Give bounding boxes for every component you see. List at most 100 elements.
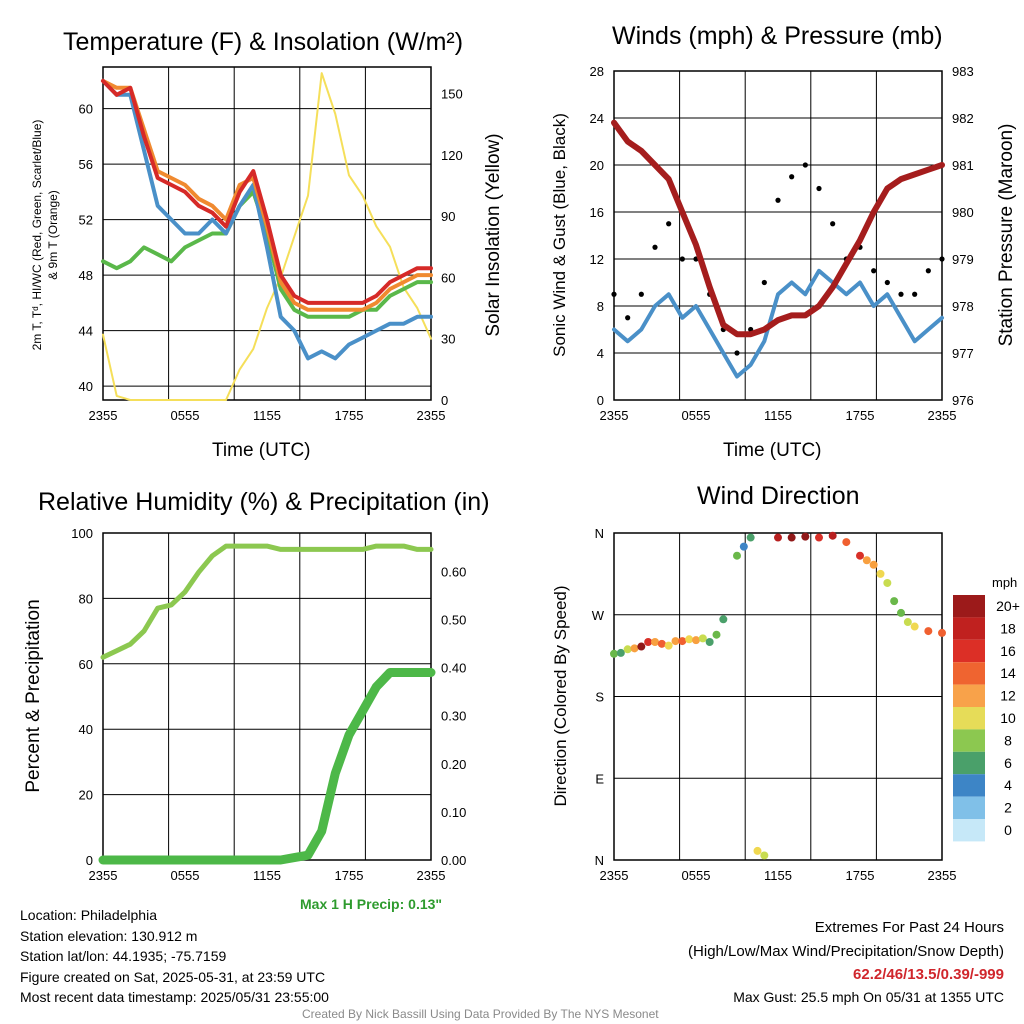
y-tick-label-right: 0.60 — [441, 564, 466, 579]
temperature-xlabel: Time (UTC) — [212, 440, 311, 461]
legend-label: 16 — [1000, 643, 1016, 659]
y-tick-label: W — [592, 608, 605, 623]
legend-label: 12 — [1000, 688, 1016, 704]
gust-point — [912, 291, 918, 297]
extremes-values: 62.2/46/13.5/0.39/-999 — [853, 966, 1004, 983]
legend-swatch — [953, 751, 985, 775]
legend-swatch — [953, 796, 985, 819]
plot-frame — [613, 70, 943, 401]
x-tick-label: 2355 — [600, 868, 629, 883]
direction-point — [787, 533, 796, 542]
x-tick-label: 1755 — [846, 408, 875, 423]
legend-swatch — [953, 707, 985, 730]
direction-point — [862, 556, 871, 565]
legend-swatch — [953, 662, 985, 685]
temperature-ylabel-2: & 9m T (Orange) — [46, 190, 60, 280]
legend-swatch — [953, 595, 985, 618]
y-tick-label: 60 — [79, 102, 93, 117]
y-tick-label-right: 0.20 — [441, 757, 466, 772]
gust-point — [939, 256, 945, 262]
direction-point — [630, 644, 639, 653]
direction-point — [938, 628, 946, 637]
max-gust-text: Max Gust: 25.5 mph On 05/31 at 1355 UTC — [733, 989, 1004, 1005]
y-tick-label-right: 0 — [441, 393, 448, 408]
direction-point — [897, 608, 905, 617]
y-tick-label: 24 — [590, 111, 604, 126]
direction-point — [616, 648, 625, 657]
y-tick-label: N — [595, 526, 604, 541]
y-tick-label: 4 — [597, 346, 604, 361]
recent-data-text: Most recent data timestamp: 2025/05/31 2… — [20, 989, 329, 1005]
y-tick-label: 20 — [79, 788, 93, 803]
direction-point — [774, 533, 782, 542]
plot-frame — [102, 532, 432, 861]
max-precip-label: Max 1 H Precip: 0.13" — [300, 896, 443, 912]
plot-frame — [102, 66, 432, 401]
y-tick-label-right: 120 — [441, 148, 463, 163]
series-line — [101, 78, 433, 361]
x-tick-label: 2355 — [928, 408, 957, 423]
direction-point — [760, 851, 769, 860]
x-tick-label: 2355 — [600, 408, 629, 423]
legend-label: 10 — [1000, 710, 1016, 726]
winds-title: Winds (mph) & Pressure (mb) — [612, 22, 943, 50]
x-tick-label: 1155 — [253, 408, 281, 423]
y-tick-label: 100 — [71, 526, 93, 541]
legend-label: 18 — [1000, 620, 1016, 636]
precip-line — [98, 668, 436, 865]
legend-swatch — [953, 639, 985, 663]
direction-point — [910, 622, 919, 631]
y-tick-label: E — [595, 771, 604, 786]
legend-label: 6 — [1004, 755, 1012, 771]
winds-panel: 2355 0555 1155 1755 235504812162024289769779… — [590, 64, 974, 423]
x-tick-label: 1755 — [335, 408, 364, 423]
x-tick-label: 0555 — [171, 868, 200, 883]
direction-point — [856, 551, 864, 560]
legend-label: 8 — [1004, 732, 1012, 748]
series-line — [101, 78, 433, 305]
y-tick-label: 8 — [597, 299, 604, 314]
direction-point — [623, 645, 632, 654]
direction-point — [753, 846, 762, 855]
extremes-heading: Extremes For Past 24 Hours — [814, 919, 1004, 936]
y-tick-label-right: 0.10 — [441, 805, 466, 820]
y-tick-label: 20 — [590, 158, 604, 173]
gust-point — [884, 279, 890, 286]
y-tick-label: 0 — [86, 853, 93, 868]
gust-point — [734, 350, 740, 356]
winds-ylabel-right: Station Pressure (Maroon) — [996, 123, 1017, 347]
direction-point — [712, 630, 721, 639]
legend-swatch — [953, 774, 985, 797]
direction-point — [815, 533, 823, 542]
direction-point — [719, 615, 728, 624]
credit-text: Created By Nick Bassill Using Data Provi… — [302, 1007, 659, 1021]
direction-point — [678, 637, 687, 646]
y-tick-label: 52 — [79, 213, 93, 228]
direction-point — [664, 641, 673, 650]
direction-point — [651, 638, 659, 646]
y-tick-label: N — [595, 853, 604, 868]
direction-point — [746, 533, 755, 542]
y-tick-label-right: 60 — [441, 270, 455, 285]
legend-title: mph — [992, 575, 1017, 590]
temperature-ylabel-1: 2m T, Tᵈ, HI/WC (Red, Green, Scarlet/Blu… — [30, 119, 44, 351]
series-line — [102, 72, 432, 401]
legend-label: 2 — [1004, 800, 1012, 816]
y-tick-label-right: 0.30 — [441, 709, 466, 724]
elevation-text: Station elevation: 130.912 m — [20, 927, 198, 944]
humidity-ylabel: Percent & Precipitation — [23, 599, 44, 793]
direction-point — [657, 639, 666, 648]
gust-point — [611, 291, 617, 297]
y-tick-label: 12 — [590, 252, 604, 267]
winds-ylabel-left: Sonic Wind & Gust (Blue, Black) — [550, 113, 569, 357]
direction-point — [671, 637, 680, 646]
x-tick-label: 1155 — [253, 868, 281, 883]
y-tick-label-right: 978 — [952, 299, 974, 314]
y-tick-label: 16 — [590, 205, 604, 220]
y-tick-label-right: 976 — [952, 393, 974, 408]
direction-point — [903, 618, 912, 627]
gust-point — [830, 221, 836, 227]
pressure-line — [611, 119, 945, 338]
